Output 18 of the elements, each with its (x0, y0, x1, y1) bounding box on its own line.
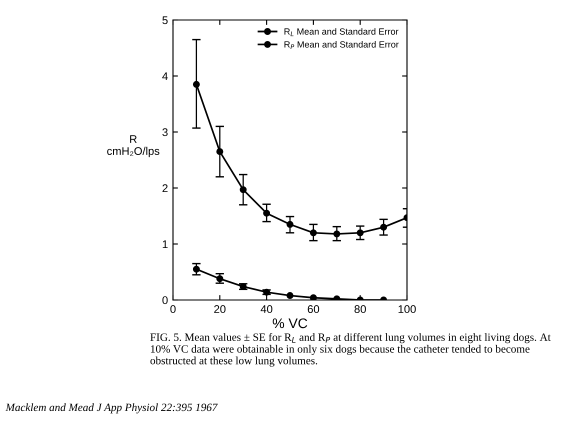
y-tick-label: 2 (162, 184, 168, 192)
caption: FIG. 5. Mean values ± SE for R$_{L}$ and R$_{P}$ at different lung volumes in eight living dogs. At 10% VC data were obtainable in only six dogs because the catheter tended to become obstructed at these low lung volumes. (150, 333, 551, 367)
text: Macklem and Mead J App Physiol 22:395 1967 (6, 403, 218, 414)
x-tick-label: 80 (354, 305, 366, 314)
x-tick-label: 40 (260, 305, 272, 314)
y-axis-title: R cmH₂O/lps (107, 135, 160, 158)
x-axis-title: % VC (272, 318, 308, 328)
y-tick-label: 1 (162, 240, 168, 248)
y-tick-label: 4 (162, 72, 168, 80)
legend-label: R$_{L}$ Mean and Standard Error (284, 28, 398, 36)
x-tick-label: 20 (214, 305, 226, 314)
x-tick-label: 0 (170, 305, 176, 314)
y-tick-label: 0 (162, 296, 168, 304)
x-tick-label: 60 (308, 305, 320, 314)
x-tick-label: 100 (398, 305, 416, 314)
y-tick-label: 3 (162, 128, 168, 136)
legend-label: R$_{P}$ Mean and Standard Error (284, 41, 399, 50)
y-tick-label: 5 (162, 16, 168, 24)
